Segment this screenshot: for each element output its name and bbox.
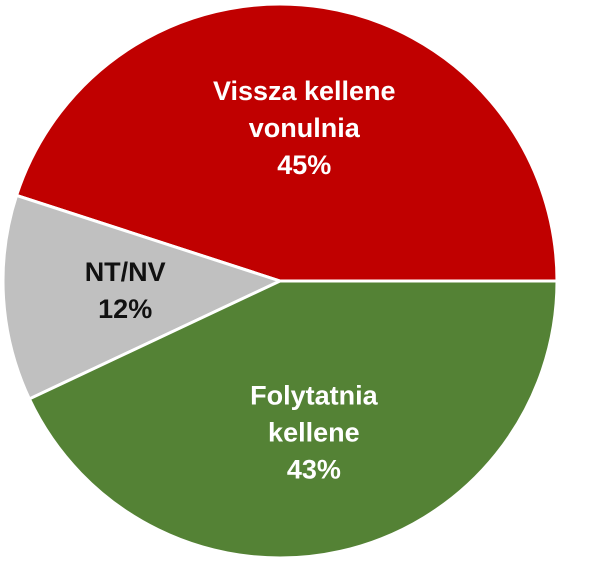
pie-slice-1: [1, 193, 282, 401]
slice-percent-label: 43%: [287, 454, 341, 484]
pie-slice-2: [27, 279, 559, 560]
slice-category-label: NT/NV: [85, 257, 166, 287]
slice-category-label: kellene: [268, 417, 360, 447]
labels-layer: Vissza kellene vonulnia 45% NT/NV 12% Folytat…: [85, 76, 396, 485]
slice-category-label: Vissza kellene: [213, 76, 396, 106]
slice-label-2: Folytatnia kellene 43%: [250, 380, 378, 484]
slice-category-label: vonulnia: [249, 113, 361, 143]
slice-category-label: Folytatnia: [250, 380, 378, 410]
pie-slice-0: [15, 2, 559, 283]
slice-percent-label: 45%: [277, 150, 331, 180]
slices-layer: [1, 2, 559, 560]
slice-label-1: NT/NV 12%: [85, 257, 166, 324]
slice-percent-label: 12%: [98, 294, 152, 324]
slice-label-0: Vissza kellene vonulnia 45%: [213, 76, 396, 180]
